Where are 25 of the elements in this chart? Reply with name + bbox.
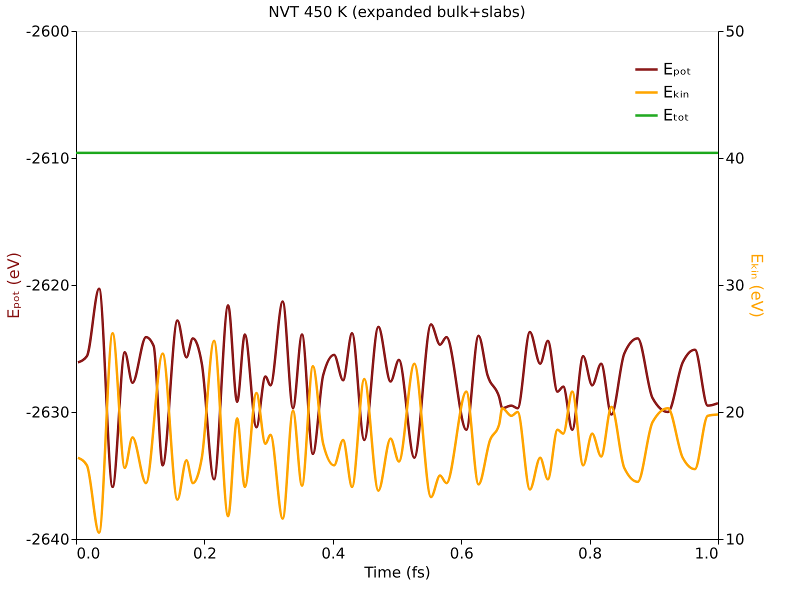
y-tick-label: -2610 — [26, 150, 70, 168]
y2-tick-label: 20 — [726, 404, 745, 422]
legend-label: Eₚₒₜ — [663, 60, 692, 78]
x-tick-label: 1.0 — [694, 544, 718, 562]
legend-label: Eₖᵢₙ — [663, 82, 690, 102]
x-tick-label: 0.6 — [450, 544, 474, 562]
line-series — [76, 332, 718, 534]
x-axis-title: Time (fs) — [363, 564, 431, 582]
y-axis-title: Eₚₒₜ (eV) — [4, 252, 23, 319]
x-tick-label: 0.0 — [76, 544, 100, 562]
y2-tick-label: 30 — [726, 276, 745, 294]
x-tick-label: 0.8 — [578, 544, 602, 562]
y-tick-label: -2600 — [26, 22, 70, 40]
line-series — [76, 288, 718, 488]
y-tick-label: -2640 — [26, 530, 70, 548]
legend-label: Eₜₒₜ — [663, 106, 690, 124]
x-tick-label: 0.2 — [192, 544, 217, 562]
y2-tick-label: 50 — [726, 22, 745, 40]
y2-tick-label: 10 — [726, 530, 745, 548]
y2-tick-label: 40 — [726, 150, 745, 168]
x-tick-label: 0.4 — [321, 544, 346, 562]
y2-axis-title: Eₖᵢₙ (eV) — [748, 253, 767, 318]
y-tick-label: -2630 — [26, 404, 70, 422]
chart-title: NVT 450 K (expanded bulk+slabs) — [268, 3, 526, 21]
y-tick-label: -2620 — [26, 276, 70, 294]
